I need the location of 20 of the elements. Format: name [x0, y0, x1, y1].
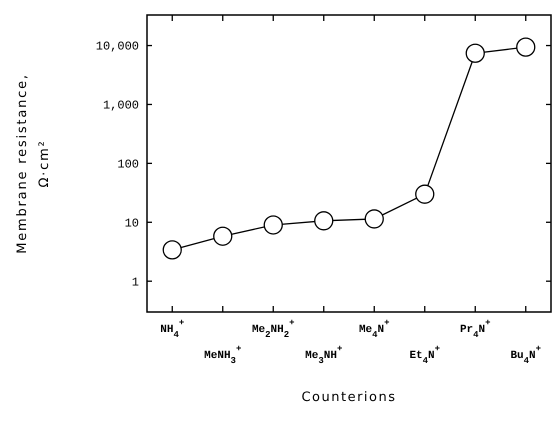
point — [213, 226, 232, 246]
y-tick-label: 10,000 — [96, 40, 139, 54]
point — [364, 209, 384, 229]
point — [466, 44, 485, 63]
y-axis-title: Membrane resistance, Ω·cm² — [15, 73, 52, 254]
point — [264, 215, 283, 235]
x-axis-title: Counterions — [301, 390, 397, 405]
point — [516, 37, 536, 57]
x-tick-label: Pr$_{4}$N$^{+}$ — [460, 318, 491, 340]
y-tick-label: 1 — [132, 275, 139, 290]
x-tick-label: Me$_{4}$N$^{+}$ — [358, 318, 390, 340]
x-tick-label: Et$_{4}$N$^{+}$ — [409, 344, 440, 366]
point — [314, 211, 334, 230]
point — [415, 184, 434, 204]
x-tick-label: Bu$_{4}$N$^{+}$ — [510, 344, 542, 366]
y-tick-label: 100 — [117, 158, 139, 172]
x-tick-label: Me$_{3}$NH$^{+}$ — [305, 344, 342, 366]
y-tick-label: 10 — [124, 216, 139, 230]
y-tick-label: 1,000 — [102, 98, 139, 113]
point — [162, 240, 182, 260]
